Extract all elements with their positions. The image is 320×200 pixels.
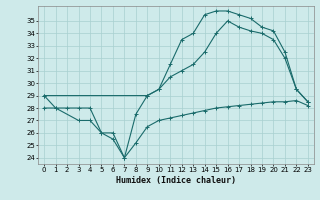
X-axis label: Humidex (Indice chaleur): Humidex (Indice chaleur) [116, 176, 236, 185]
